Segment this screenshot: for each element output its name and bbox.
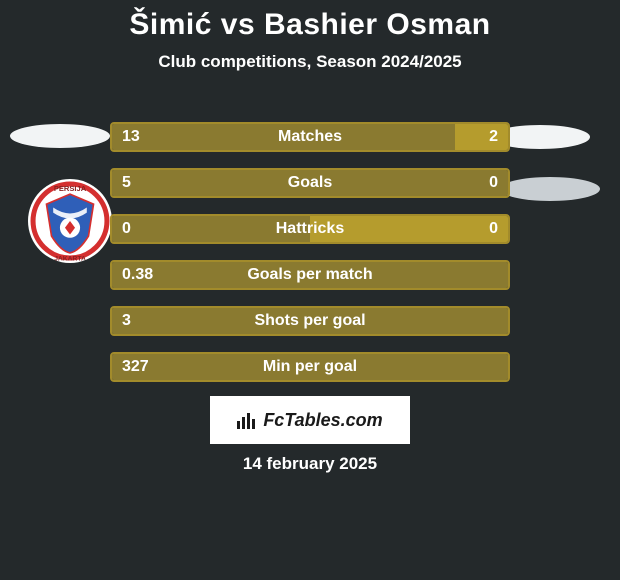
stat-row: Min per goal327: [110, 352, 510, 382]
stat-label: Hattricks: [112, 220, 508, 238]
page-title: Šimić vs Bashier Osman: [0, 0, 620, 42]
stat-value-left: 0: [122, 220, 131, 238]
club-badge-left: PERSIJA JAKARTA: [28, 179, 112, 263]
stat-value-right: 0: [489, 174, 498, 192]
stat-value-right: 0: [489, 220, 498, 238]
stat-row: Shots per goal3: [110, 306, 510, 336]
branding-box: FcTables.com: [210, 396, 410, 444]
stat-bars: Matches132Goals50Hattricks00Goals per ma…: [110, 122, 510, 398]
chart-bars-icon: [237, 411, 259, 429]
svg-text:PERSIJA: PERSIJA: [54, 184, 87, 193]
stat-row: Goals5 0: [110, 168, 510, 198]
page-subtitle: Club competitions, Season 2024/2025: [0, 52, 620, 72]
stat-row: Goals per match0.38: [110, 260, 510, 290]
stat-label: Goals: [112, 174, 508, 192]
stat-value-left: 0.38: [122, 266, 153, 284]
stat-row: Matches13 2: [110, 122, 510, 152]
stat-label: Shots per goal: [112, 312, 508, 330]
player-left-avatar-placeholder: [10, 124, 110, 148]
stat-value-left: 327: [122, 358, 149, 376]
player-right-flag-placeholder: [500, 177, 600, 201]
stat-label: Goals per match: [112, 266, 508, 284]
stat-value-left: 3: [122, 312, 131, 330]
stat-label: Min per goal: [112, 358, 508, 376]
stat-row: Hattricks0 0: [110, 214, 510, 244]
club-badge-icon: PERSIJA JAKARTA: [28, 179, 112, 263]
branding-logo: FcTables.com: [237, 410, 382, 431]
date-text: 14 february 2025: [0, 454, 620, 474]
stat-label: Matches: [112, 128, 508, 146]
svg-text:JAKARTA: JAKARTA: [54, 255, 86, 262]
branding-text: FcTables.com: [263, 410, 382, 431]
stat-value-left: 5: [122, 174, 131, 192]
comparison-card: Šimić vs Bashier Osman Club competitions…: [0, 0, 620, 580]
stat-value-left: 13: [122, 128, 140, 146]
stat-value-right: 2: [489, 128, 498, 146]
